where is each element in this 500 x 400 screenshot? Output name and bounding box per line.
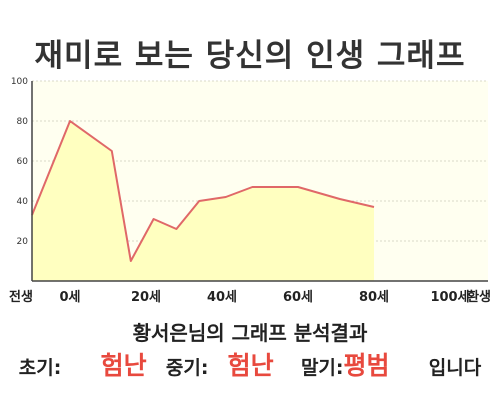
middle-label: 중기:: [165, 357, 209, 379]
x-tick-label: 100세: [430, 290, 469, 305]
y-tick-label: 40: [17, 197, 29, 207]
x-tick-label: 환생: [467, 289, 491, 305]
verdict-line: 초기: 험난 중기: 험난 말기:평범 입니다: [0, 346, 500, 382]
verdict-ending: 입니다: [428, 357, 482, 379]
early-value: 험난: [100, 351, 147, 380]
page-title: 재미로 보는 당신의 인생 그래프: [34, 38, 466, 74]
y-tick-label: 60: [17, 157, 29, 167]
x-tick-label: 0세: [59, 290, 80, 305]
x-tick-label: 20세: [131, 290, 161, 305]
late-label: 말기:: [300, 357, 344, 379]
middle-value: 험난: [227, 351, 274, 380]
x-tick-label: 전생: [9, 289, 33, 305]
y-tick-label: 80: [17, 117, 29, 127]
x-tick-label: 80세: [359, 290, 389, 305]
x-tick-label: 40세: [207, 290, 237, 305]
late-value: 평범: [343, 351, 390, 380]
y-tick-label: 20: [17, 237, 29, 247]
x-tick-label: 60세: [283, 290, 313, 305]
analysis-caption: 황서은님의 그래프 분석결과: [132, 321, 368, 345]
early-label: 초기:: [18, 357, 62, 379]
series-line: [31, 120, 375, 262]
y-tick-label: 100: [11, 77, 28, 87]
